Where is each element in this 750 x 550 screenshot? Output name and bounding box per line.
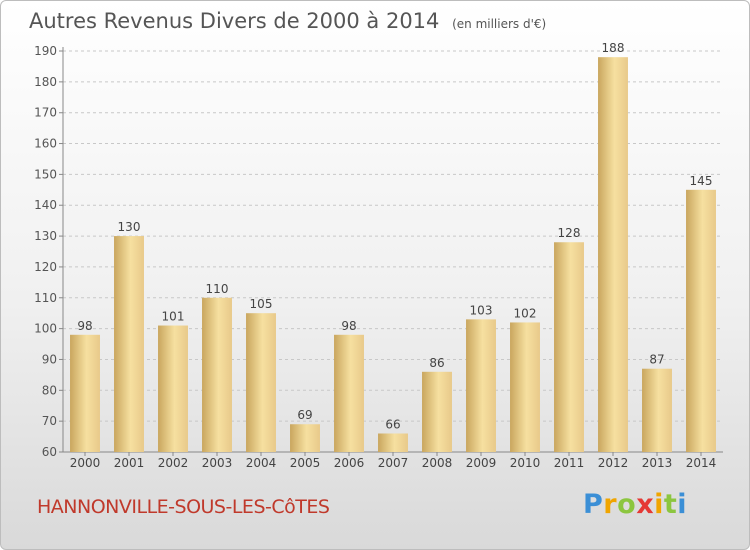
logo-letter: o	[617, 489, 637, 520]
y-tick-label: 180	[34, 75, 57, 89]
logo-letter: x	[636, 489, 655, 520]
bar-2001	[114, 236, 144, 452]
data-label-2004: 105	[250, 297, 273, 311]
x-tick-label: 2009	[466, 456, 497, 470]
y-tick-label: 70	[42, 414, 57, 428]
logo-letter: P	[583, 489, 604, 520]
x-tick-label: 2001	[114, 456, 145, 470]
logo-letter: i	[677, 489, 688, 520]
bar-2012	[598, 57, 628, 453]
axes: 60 70 80 90 100 110 120 130 140 150 160 170 180 190 20…	[34, 44, 723, 470]
bar-2010	[510, 322, 540, 452]
logo-letter: i	[654, 489, 664, 520]
y-tick-label: 110	[34, 291, 57, 305]
chart-title-text: Autres Revenus Divers de 2000 à 2014	[29, 9, 440, 33]
data-label-2000: 98	[77, 319, 92, 333]
x-tick-label: 2010	[510, 456, 541, 470]
x-tick-label: 2012	[598, 456, 629, 470]
x-tick-label: 2002	[158, 456, 189, 470]
x-tick-label: 2007	[378, 456, 409, 470]
y-tick-label: 160	[34, 137, 57, 151]
x-tick-label: 2000	[70, 456, 101, 470]
y-tick-label: 140	[34, 198, 57, 212]
data-label-2012: 188	[602, 41, 625, 55]
bar-2008	[422, 371, 452, 452]
data-label-2013: 87	[649, 353, 664, 367]
bar-2011	[554, 242, 584, 452]
data-label-2001: 130	[118, 220, 141, 234]
x-tick-label: 2004	[246, 456, 277, 470]
x-tick-label: 2005	[290, 456, 321, 470]
data-labels: 98 130 101 110 105 69 98 66 86 103 102 128 188 87 145	[77, 41, 712, 431]
bar-2007	[378, 433, 408, 452]
data-label-2011: 128	[558, 226, 581, 240]
x-tick-label: 2014	[686, 456, 717, 470]
y-tick-label: 130	[34, 229, 57, 243]
data-label-2003: 110	[206, 282, 229, 296]
y-tick-label: 170	[34, 106, 57, 120]
bar-2005	[290, 424, 320, 452]
bar-2006	[334, 334, 364, 452]
bar-2002	[158, 325, 188, 452]
bar-2014	[686, 189, 716, 453]
bar-2009	[466, 319, 496, 452]
data-label-2006: 98	[341, 319, 356, 333]
y-tick-label: 190	[34, 44, 57, 58]
x-tick-label: 2006	[334, 456, 365, 470]
y-tick-label: 90	[42, 352, 57, 366]
bar-2000	[70, 334, 100, 452]
y-tick-label: 120	[34, 260, 57, 274]
data-label-2010: 102	[514, 306, 537, 320]
bar-2013	[642, 368, 672, 452]
data-label-2002: 101	[162, 310, 185, 324]
data-label-2014: 145	[690, 174, 713, 188]
logo-letter: r	[603, 489, 618, 520]
data-label-2005: 69	[297, 408, 312, 422]
town-name: HANNONVILLE-SOUS-LES-CôTES	[37, 496, 330, 518]
x-tick-label: 2003	[202, 456, 233, 470]
y-tick-label: 80	[42, 383, 57, 397]
chart-subtitle: (en milliers d'€)	[452, 17, 547, 31]
proxiti-logo: Proxiti	[583, 489, 687, 520]
x-tick-label: 2013	[642, 456, 673, 470]
logo-letter: t	[663, 489, 678, 520]
y-tick-label: 150	[34, 167, 57, 181]
bar-2004	[246, 313, 276, 452]
chart-title: Autres Revenus Divers de 2000 à 2014 (en…	[29, 9, 546, 33]
y-tick-label: 60	[42, 445, 57, 459]
bar-2003	[202, 297, 232, 452]
data-label-2009: 103	[470, 303, 493, 317]
bars	[70, 57, 716, 453]
x-tick-label: 2008	[422, 456, 453, 470]
y-tick-label: 100	[34, 322, 57, 336]
data-label-2007: 66	[385, 417, 400, 431]
data-label-2008: 86	[429, 356, 444, 370]
x-tick-label: 2011	[554, 456, 585, 470]
